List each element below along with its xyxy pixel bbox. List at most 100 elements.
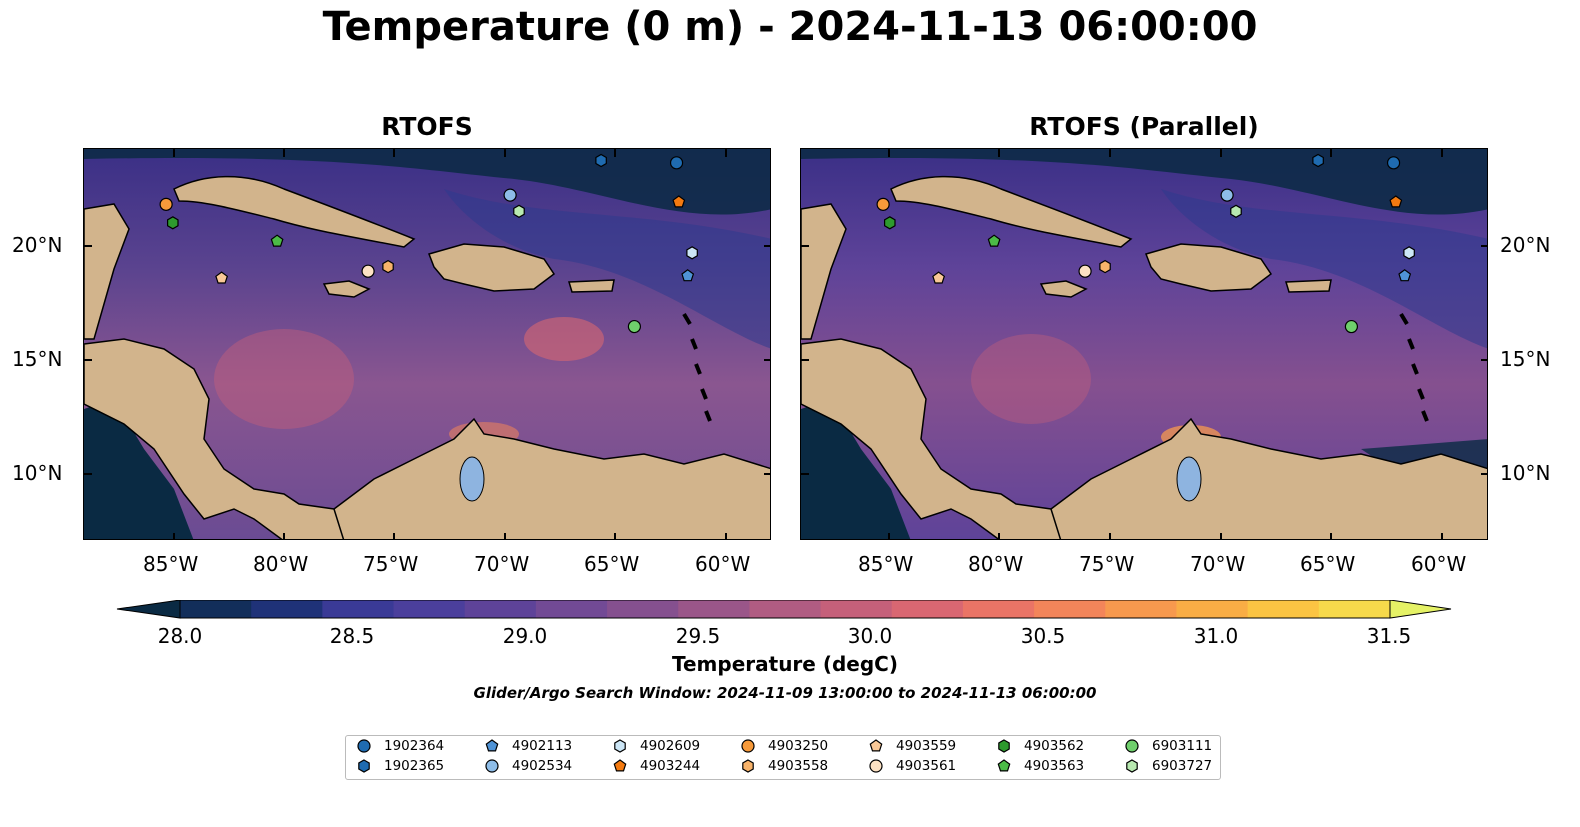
legend-item: 4902113 — [484, 738, 572, 754]
legend-marker-icon — [869, 759, 883, 773]
land-yucatan — [84, 203, 130, 340]
x-tick-label: 75°W — [363, 552, 419, 576]
x-tick-label: 70°W — [1190, 552, 1246, 576]
x-tick-label: 80°W — [968, 552, 1024, 576]
frame-ticks — [801, 149, 1487, 539]
colorbar-tick-label: 30.5 — [1020, 624, 1066, 648]
legend-item: 1902364 — [356, 738, 444, 754]
float-marker-4903558 — [382, 259, 394, 274]
legend-marker-icon — [997, 759, 1011, 772]
land-south-america — [1050, 417, 1487, 539]
panel-title-rtofs-parallel: RTOFS (Parallel) — [1029, 112, 1259, 141]
legend-label: 6903727 — [1152, 758, 1213, 774]
float-marker-4903562 — [883, 216, 896, 230]
y-tick-label: 20°N — [1500, 233, 1551, 257]
legend-item: 4903244 — [612, 758, 700, 774]
land-hispaniola — [1145, 243, 1273, 292]
cool-water-atlantic — [444, 189, 770, 349]
x-tick-label: 85°W — [143, 552, 199, 576]
land-jamaica — [322, 280, 371, 298]
colorbar-cell — [1105, 600, 1177, 618]
land-lesser-antilles — [682, 312, 712, 422]
legend-marker-hexagon-icon — [742, 759, 754, 773]
legend-label: 4903558 — [768, 758, 829, 774]
lake-maracaibo — [1176, 456, 1202, 502]
frame-ticks — [84, 149, 770, 539]
float-marker-4903250 — [876, 197, 890, 211]
legend-marker-icon — [485, 759, 499, 773]
legend-item: 6903111 — [1124, 738, 1212, 754]
warm-eddy — [524, 317, 604, 361]
legend-item: 4903559 — [868, 738, 956, 754]
float-marker-4902113 — [681, 269, 695, 282]
float-marker-1902365 — [1312, 153, 1324, 168]
x-tick-label: 65°W — [584, 552, 640, 576]
land-cuba — [173, 175, 416, 248]
legend-marker-hexagon-icon — [614, 739, 626, 753]
legend-item: 4903558 — [740, 758, 828, 774]
legend-marker-circle-icon — [869, 759, 883, 773]
colorbar-tick-label: 29.5 — [675, 624, 721, 648]
figure-title: Temperature (0 m) - 2024-11-13 06:00:00 — [322, 4, 1258, 50]
legend-marker-hexagon-icon — [358, 759, 370, 773]
land-lesser-antilles — [1399, 312, 1429, 422]
float-marker-4903558 — [1099, 259, 1111, 274]
legend-marker-circle-icon — [741, 739, 755, 753]
colorbar-cell — [464, 600, 537, 618]
legend-label: 4902534 — [512, 758, 573, 774]
legend-marker-icon — [998, 739, 1010, 753]
colorbar-cell — [1176, 600, 1249, 618]
colorbar-tick-label: 29.0 — [502, 624, 548, 648]
legend-label: 1902364 — [384, 738, 445, 754]
y-tick-label: 15°N — [12, 347, 63, 371]
legend-marker-pentagon-icon — [485, 739, 499, 752]
legend-label: 4903559 — [896, 738, 957, 754]
legend-item: 4903250 — [740, 738, 828, 754]
legend-label: 1902365 — [384, 758, 445, 774]
land-puerto-rico — [1285, 279, 1332, 293]
legend-label: 6903111 — [1152, 738, 1213, 754]
colorbar-cell — [393, 600, 466, 618]
pacific-water — [801, 399, 911, 539]
legend-item: 6903727 — [1124, 758, 1212, 774]
colorbar-cell — [251, 600, 323, 618]
colorbar-cell — [891, 600, 964, 618]
legend-label: 4902609 — [640, 738, 701, 754]
float-marker-4902113 — [1398, 269, 1412, 282]
float-marker-4903563 — [987, 234, 1001, 247]
colorbar-cell — [1247, 600, 1320, 618]
float-marker-1902364 — [669, 156, 684, 170]
float-marker-6903111 — [1344, 319, 1359, 334]
colorbar-extend-high — [1389, 600, 1452, 619]
legend-item: 4902609 — [612, 738, 700, 754]
float-legend: 1902364 1902365 4902113 4902534 4902609 49032… — [345, 735, 1221, 780]
float-marker-4903559 — [932, 271, 946, 284]
land-cuba — [890, 175, 1133, 248]
float-marker-4903563 — [270, 234, 284, 247]
legend-marker-icon — [869, 739, 883, 752]
float-markers-rtofs-parallel — [876, 153, 1415, 334]
legend-marker-hexagon-icon — [1126, 759, 1138, 773]
legend-marker-icon — [485, 739, 499, 752]
warm-patch — [971, 334, 1091, 424]
legend-marker-icon — [357, 739, 371, 753]
float-marker-1902364 — [1386, 156, 1401, 170]
colorbar-tick-label: 30.0 — [847, 624, 893, 648]
x-tick-label: 65°W — [1300, 552, 1356, 576]
land-hispaniola — [428, 243, 556, 292]
colorbar-extend-low — [116, 600, 181, 619]
map-svg-rtofs-parallel — [801, 149, 1487, 539]
float-marker-4903561 — [1078, 264, 1092, 278]
legend-label: 4903561 — [896, 758, 957, 774]
legend-item: 1902365 — [356, 758, 444, 774]
land-puerto-rico — [568, 279, 615, 293]
y-tick-label: 10°N — [1500, 461, 1551, 485]
pacific-water — [84, 399, 194, 539]
float-marker-4903561 — [361, 264, 375, 278]
colorbar-title: Temperature (degC) — [672, 652, 898, 676]
colorbar-tick-label: 31.5 — [1366, 624, 1412, 648]
legend-item: 4903562 — [996, 738, 1084, 754]
legend-marker-icon — [613, 759, 627, 772]
float-marker-4903559 — [215, 271, 229, 284]
x-tick-label: 60°W — [695, 552, 751, 576]
